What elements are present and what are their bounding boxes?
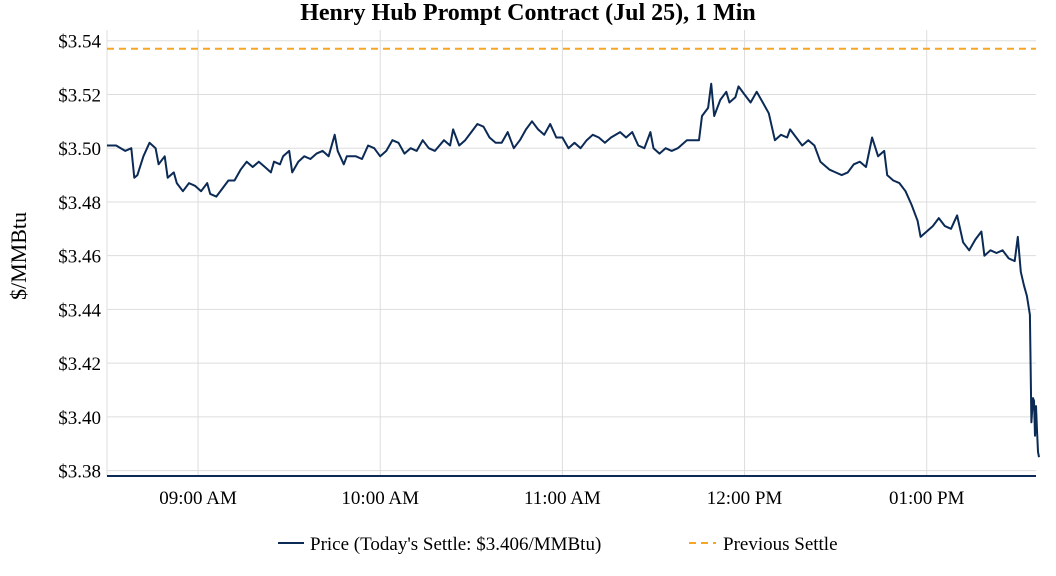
y-tick-label: $3.38	[58, 462, 101, 483]
grid	[106, 30, 1036, 476]
x-tick-label: 09:00 AM	[159, 488, 237, 509]
x-axis-ticks: 09:00 AM 10:00 AM 11:00 AM 12:00 PM 01:00 PM	[159, 488, 964, 509]
y-axis-label: $/MMBtu	[6, 212, 31, 300]
y-tick-label: $3.40	[58, 408, 101, 429]
y-tick-label: $3.46	[58, 247, 101, 268]
legend-price-label: Price (Today's Settle: $3.406/MMBtu)	[310, 534, 601, 555]
x-tick-label: 10:00 AM	[341, 488, 419, 509]
legend-previous-settle-label: Previous Settle	[723, 534, 838, 555]
y-tick-label: $3.42	[58, 354, 101, 375]
y-tick-label: $3.52	[58, 85, 101, 106]
legend: Price (Today's Settle: $3.406/MMBtu) Pre…	[278, 534, 838, 555]
y-tick-label: $3.44	[58, 300, 101, 321]
y-axis-ticks: $3.38 $3.40 $3.42 $3.44 $3.46 $3.48 $3.50 $3.52…	[58, 32, 101, 483]
x-tick-label: 11:00 AM	[524, 488, 601, 509]
x-tick-label: 01:00 PM	[889, 488, 965, 509]
y-tick-label: $3.48	[58, 193, 101, 214]
x-tick-label: 12:00 PM	[707, 488, 783, 509]
price-series-line	[107, 82, 1040, 458]
y-tick-label: $3.54	[58, 32, 101, 53]
y-tick-label: $3.50	[58, 139, 101, 160]
chart-title: Henry Hub Prompt Contract (Jul 25), 1 Mi…	[300, 0, 756, 26]
